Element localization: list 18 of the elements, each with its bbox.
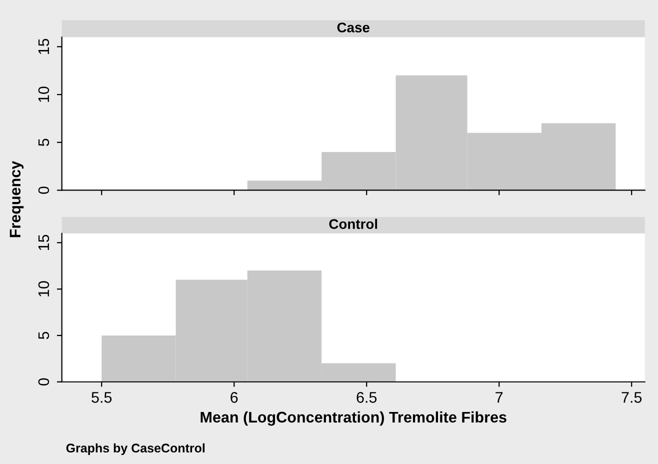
y-tick-label: 0 xyxy=(38,186,50,194)
y-tick-label: 5 xyxy=(38,332,50,340)
x-tick-label: 6 xyxy=(230,392,238,403)
y-tick-label: 0 xyxy=(38,378,50,386)
chart-title: Control xyxy=(329,218,378,229)
text: Graphs by CaseControl xyxy=(66,443,205,455)
y-tick-label: 10 xyxy=(38,281,50,296)
x-tick-label: 7 xyxy=(496,392,503,403)
chart-title: Case xyxy=(337,22,370,32)
y-tick-label: 5 xyxy=(38,138,50,146)
y-tick-label: 10 xyxy=(38,86,50,102)
x-tick-label: 5.5 xyxy=(92,392,112,403)
x-axis-title: Mean (LogConcentration) Tremolite Fibres xyxy=(200,411,506,426)
x-tick-label: 7.5 xyxy=(622,392,642,403)
y-tick-label: 15 xyxy=(38,38,50,54)
y-axis-title: Frequency xyxy=(10,160,24,238)
y-tick-label: 15 xyxy=(38,234,50,250)
x-tick-label: 6.5 xyxy=(356,392,377,403)
